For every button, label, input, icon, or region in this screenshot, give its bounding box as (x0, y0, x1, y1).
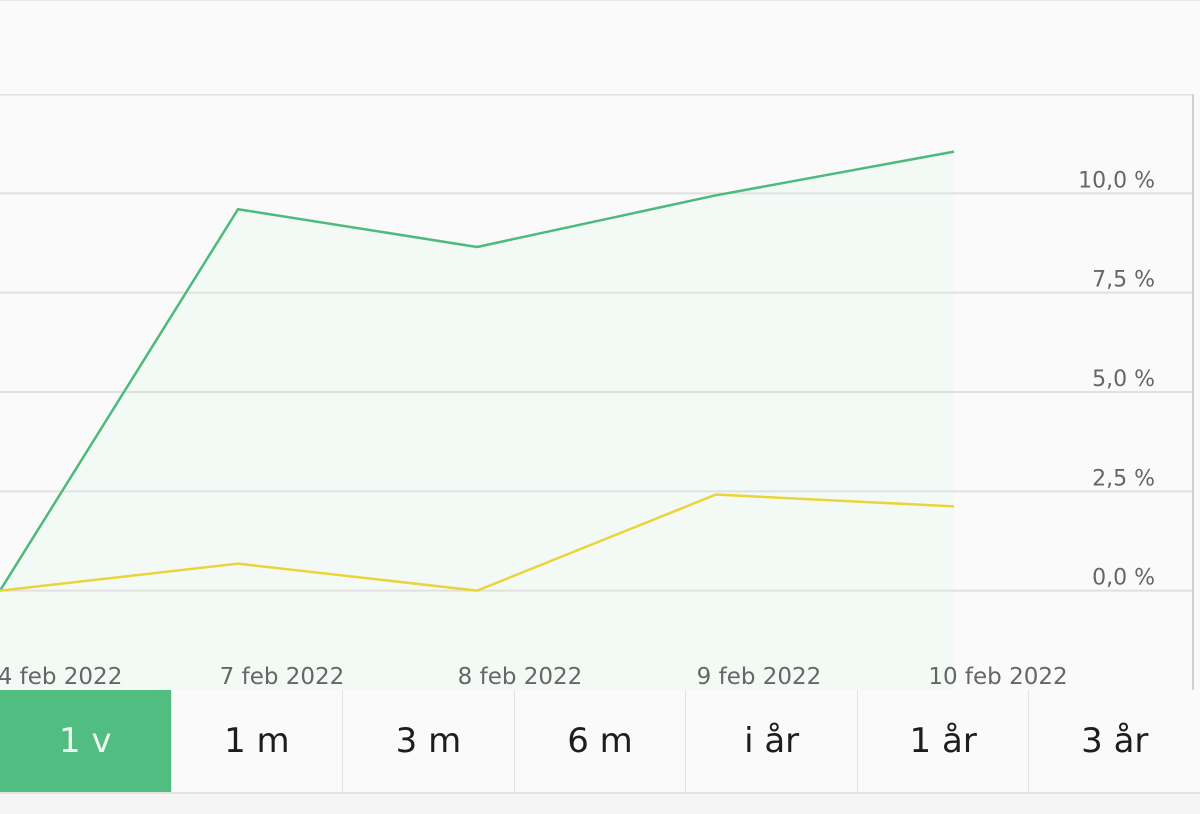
series-line-green (0, 150, 955, 592)
y-tick-label: 7,5 % (1092, 268, 1155, 293)
series-line-yellow (0, 493, 955, 592)
y-tick-label: 10,0 % (1078, 168, 1155, 193)
y-tick-label: 0,0 % (1092, 566, 1155, 591)
area-fill-green (0, 151, 954, 690)
y-tick-label: 5,0 % (1092, 367, 1155, 392)
y-tick-label: 2,5 % (1092, 466, 1155, 491)
tab-6m[interactable]: 6 m (513, 690, 686, 792)
tab-3y[interactable]: 3 år (1028, 690, 1200, 792)
tab-1m[interactable]: 1 m (170, 690, 343, 792)
performance-chart: 0,0 % 2,5 % 5,0 % 7,5 % 10,0 % 4 feb 2022 7 fe… (0, 94, 1200, 690)
x-tick-label: 4 feb 2022 (0, 664, 122, 690)
bottom-strip (0, 794, 1200, 814)
tab-1v[interactable]: 1 v (0, 690, 171, 792)
x-tick-label: 7 feb 2022 (220, 664, 345, 690)
chart-header-area (0, 0, 1200, 95)
x-tick-label: 8 feb 2022 (458, 664, 583, 690)
tab-ytd[interactable]: i år (685, 690, 857, 792)
period-tabs: 1 v 1 m 3 m 6 m i år 1 år 3 år (0, 690, 1200, 794)
tab-3m[interactable]: 3 m (342, 690, 514, 792)
chart-svg: 0,0 % 2,5 % 5,0 % 7,5 % 10,0 % 4 feb 2022 7 fe… (0, 94, 1194, 690)
x-tick-label: 10 feb 2022 (928, 664, 1067, 690)
x-tick-label: 9 feb 2022 (697, 664, 822, 690)
tab-1y[interactable]: 1 år (856, 690, 1029, 792)
